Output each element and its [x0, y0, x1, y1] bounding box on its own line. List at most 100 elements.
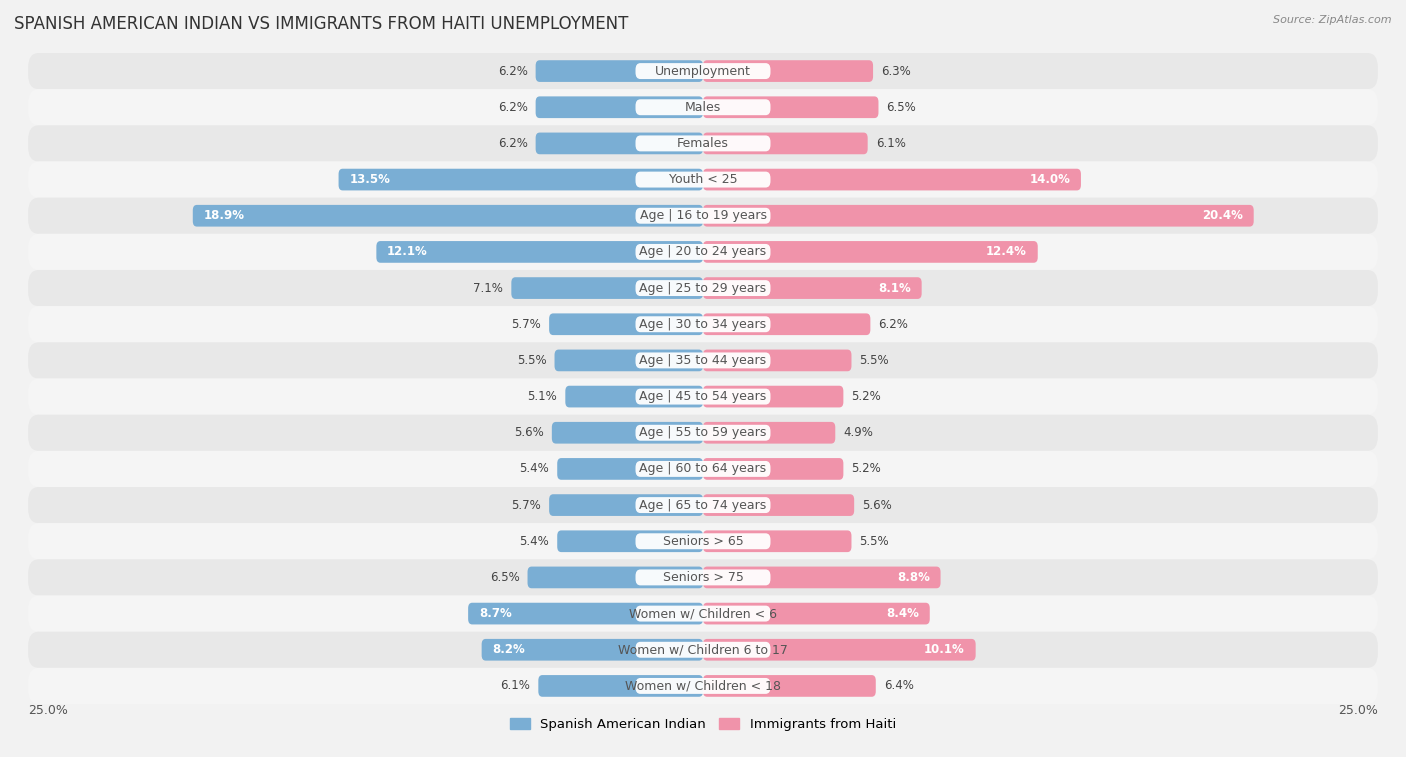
Text: Age | 55 to 59 years: Age | 55 to 59 years	[640, 426, 766, 439]
FancyBboxPatch shape	[527, 566, 703, 588]
FancyBboxPatch shape	[636, 606, 770, 621]
Text: 6.5%: 6.5%	[887, 101, 917, 114]
FancyBboxPatch shape	[636, 461, 770, 477]
Text: 7.1%: 7.1%	[474, 282, 503, 294]
Text: Females: Females	[678, 137, 728, 150]
FancyBboxPatch shape	[636, 353, 770, 369]
FancyBboxPatch shape	[377, 241, 703, 263]
FancyBboxPatch shape	[28, 451, 1378, 487]
FancyBboxPatch shape	[703, 494, 855, 516]
Text: Unemployment: Unemployment	[655, 64, 751, 77]
FancyBboxPatch shape	[703, 603, 929, 625]
FancyBboxPatch shape	[703, 132, 868, 154]
Text: 5.6%: 5.6%	[862, 499, 891, 512]
FancyBboxPatch shape	[636, 99, 770, 115]
FancyBboxPatch shape	[339, 169, 703, 191]
FancyBboxPatch shape	[28, 270, 1378, 306]
FancyBboxPatch shape	[536, 132, 703, 154]
FancyBboxPatch shape	[636, 316, 770, 332]
FancyBboxPatch shape	[703, 313, 870, 335]
FancyBboxPatch shape	[193, 205, 703, 226]
Text: 8.1%: 8.1%	[879, 282, 911, 294]
Text: 8.8%: 8.8%	[897, 571, 929, 584]
Text: 20.4%: 20.4%	[1202, 209, 1243, 223]
FancyBboxPatch shape	[703, 639, 976, 661]
Text: 6.2%: 6.2%	[498, 64, 527, 77]
FancyBboxPatch shape	[703, 169, 1081, 191]
Text: 6.3%: 6.3%	[882, 64, 911, 77]
Text: 5.2%: 5.2%	[852, 390, 882, 403]
FancyBboxPatch shape	[703, 566, 941, 588]
FancyBboxPatch shape	[28, 342, 1378, 378]
Text: Males: Males	[685, 101, 721, 114]
FancyBboxPatch shape	[636, 280, 770, 296]
Text: 10.1%: 10.1%	[924, 643, 965, 656]
Text: Age | 25 to 29 years: Age | 25 to 29 years	[640, 282, 766, 294]
Text: 6.2%: 6.2%	[879, 318, 908, 331]
Text: 5.5%: 5.5%	[517, 354, 547, 367]
Text: Age | 35 to 44 years: Age | 35 to 44 years	[640, 354, 766, 367]
FancyBboxPatch shape	[636, 136, 770, 151]
Text: 4.9%: 4.9%	[844, 426, 873, 439]
Text: 5.4%: 5.4%	[519, 534, 550, 548]
Text: 6.4%: 6.4%	[884, 680, 914, 693]
Text: 5.7%: 5.7%	[512, 318, 541, 331]
Text: 5.5%: 5.5%	[859, 354, 889, 367]
Text: 5.1%: 5.1%	[527, 390, 557, 403]
FancyBboxPatch shape	[703, 241, 1038, 263]
FancyBboxPatch shape	[512, 277, 703, 299]
FancyBboxPatch shape	[28, 631, 1378, 668]
Text: Age | 60 to 64 years: Age | 60 to 64 years	[640, 463, 766, 475]
Text: 14.0%: 14.0%	[1029, 173, 1070, 186]
Text: Source: ZipAtlas.com: Source: ZipAtlas.com	[1274, 15, 1392, 25]
FancyBboxPatch shape	[536, 61, 703, 82]
FancyBboxPatch shape	[28, 596, 1378, 631]
Text: 12.1%: 12.1%	[387, 245, 427, 258]
FancyBboxPatch shape	[538, 675, 703, 696]
FancyBboxPatch shape	[550, 313, 703, 335]
Text: SPANISH AMERICAN INDIAN VS IMMIGRANTS FROM HAITI UNEMPLOYMENT: SPANISH AMERICAN INDIAN VS IMMIGRANTS FR…	[14, 15, 628, 33]
Text: Women w/ Children < 6: Women w/ Children < 6	[628, 607, 778, 620]
Text: 13.5%: 13.5%	[349, 173, 391, 186]
FancyBboxPatch shape	[28, 559, 1378, 596]
Text: 25.0%: 25.0%	[1339, 704, 1378, 717]
Text: 5.4%: 5.4%	[519, 463, 550, 475]
Text: 8.2%: 8.2%	[492, 643, 526, 656]
FancyBboxPatch shape	[482, 639, 703, 661]
FancyBboxPatch shape	[703, 61, 873, 82]
Text: 8.4%: 8.4%	[886, 607, 920, 620]
FancyBboxPatch shape	[703, 458, 844, 480]
FancyBboxPatch shape	[28, 53, 1378, 89]
FancyBboxPatch shape	[636, 678, 770, 694]
FancyBboxPatch shape	[636, 425, 770, 441]
Text: Women w/ Children 6 to 17: Women w/ Children 6 to 17	[619, 643, 787, 656]
FancyBboxPatch shape	[636, 388, 770, 404]
Text: 5.6%: 5.6%	[515, 426, 544, 439]
FancyBboxPatch shape	[703, 386, 844, 407]
Text: 6.2%: 6.2%	[498, 101, 527, 114]
FancyBboxPatch shape	[28, 234, 1378, 270]
Text: Youth < 25: Youth < 25	[669, 173, 737, 186]
Text: Age | 65 to 74 years: Age | 65 to 74 years	[640, 499, 766, 512]
FancyBboxPatch shape	[703, 277, 922, 299]
Text: Age | 30 to 34 years: Age | 30 to 34 years	[640, 318, 766, 331]
Text: Age | 45 to 54 years: Age | 45 to 54 years	[640, 390, 766, 403]
FancyBboxPatch shape	[28, 523, 1378, 559]
Text: Seniors > 65: Seniors > 65	[662, 534, 744, 548]
FancyBboxPatch shape	[636, 497, 770, 513]
FancyBboxPatch shape	[703, 531, 852, 552]
FancyBboxPatch shape	[557, 458, 703, 480]
FancyBboxPatch shape	[636, 569, 770, 585]
Text: 18.9%: 18.9%	[204, 209, 245, 223]
FancyBboxPatch shape	[703, 96, 879, 118]
FancyBboxPatch shape	[636, 642, 770, 658]
Text: 5.2%: 5.2%	[852, 463, 882, 475]
FancyBboxPatch shape	[550, 494, 703, 516]
FancyBboxPatch shape	[28, 89, 1378, 126]
FancyBboxPatch shape	[551, 422, 703, 444]
Text: 5.5%: 5.5%	[859, 534, 889, 548]
Text: 6.1%: 6.1%	[501, 680, 530, 693]
FancyBboxPatch shape	[703, 205, 1254, 226]
Text: 5.7%: 5.7%	[512, 499, 541, 512]
FancyBboxPatch shape	[28, 126, 1378, 161]
